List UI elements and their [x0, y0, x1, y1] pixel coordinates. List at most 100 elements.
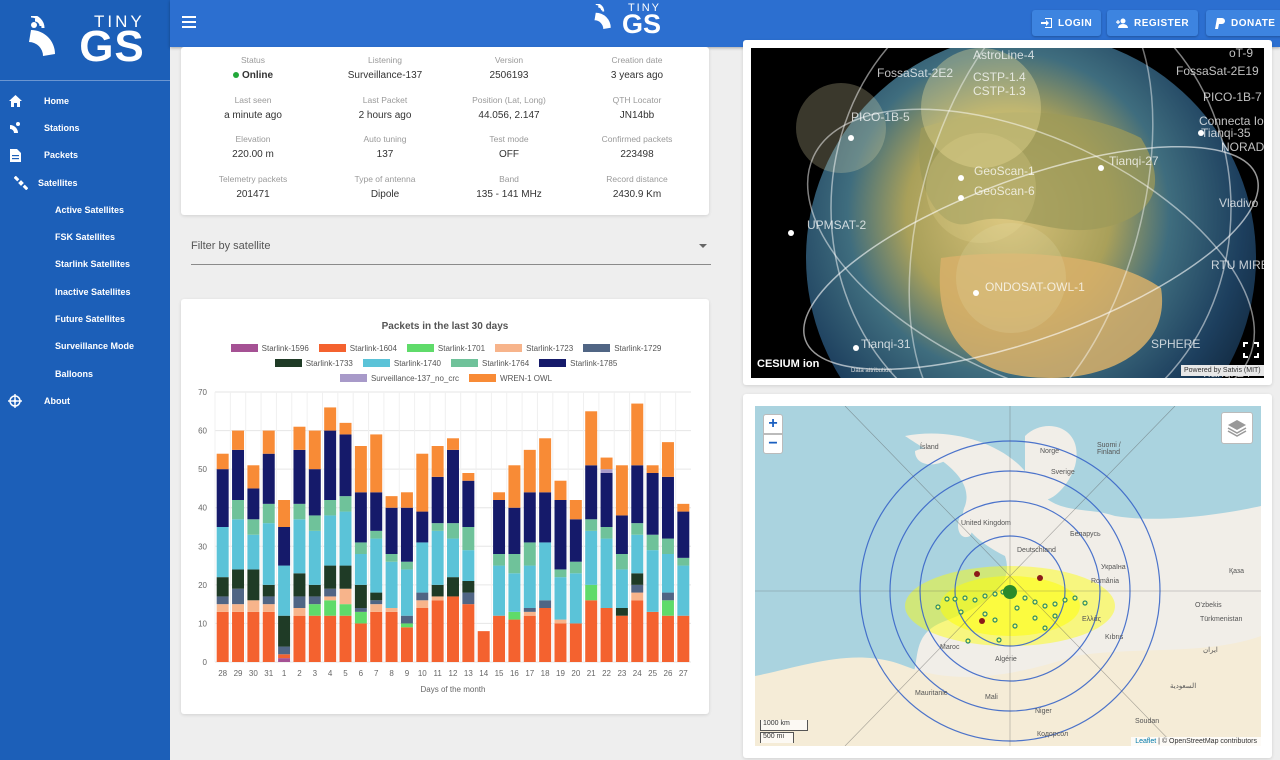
sat-label: GeoScan-6 [974, 184, 1035, 198]
x-tick-label: 11 [433, 669, 442, 678]
bar-segment [646, 611, 659, 662]
top-logo[interactable]: TINY GS [592, 2, 662, 38]
sidebar-item-home[interactable]: Home [0, 87, 170, 114]
y-tick-label: 20 [198, 581, 207, 590]
legend-item[interactable]: Starlink-1740 [362, 358, 441, 368]
bar-segment [631, 584, 644, 593]
osm-attribution[interactable]: © OpenStreetMap contributors [1161, 738, 1257, 745]
legend-item[interactable]: WREN-1 OWL [469, 373, 552, 383]
bar-segment [431, 600, 444, 662]
bar-segment [370, 530, 383, 539]
bar-segment [339, 511, 352, 566]
leaflet-link[interactable]: Leaflet [1135, 738, 1157, 745]
sidebar-item-satellites[interactable]: Satellites [0, 169, 170, 196]
legend-label: WREN-1 OWL [500, 373, 553, 383]
x-tick-label: 5 [343, 669, 348, 678]
legend-item[interactable]: Starlink-1604 [318, 343, 397, 353]
map-label: ایران [1203, 647, 1218, 654]
station-field-label: Record distance [606, 174, 668, 184]
sat-label: Tianqi-27 [1109, 154, 1159, 168]
bar-segment [539, 492, 552, 543]
bar-segment [523, 615, 536, 662]
bar-segment [247, 519, 260, 535]
station-field: Version 2506193 [443, 55, 575, 81]
bar-segment [646, 550, 659, 612]
sidebar-item-packets[interactable]: Packets [0, 142, 170, 169]
bar-segment [324, 430, 337, 500]
bar-segment [600, 527, 613, 539]
legend-item[interactable]: Starlink-1764 [451, 358, 529, 368]
bar-segment [431, 530, 444, 585]
sat-label: PICO-1B-7 [1203, 90, 1262, 104]
bar-segment [216, 577, 229, 597]
bar-segment [385, 507, 398, 554]
sat-label: FossaSat-2E19 [1176, 64, 1259, 78]
bar-segment [400, 615, 413, 624]
cesium-ion-logo[interactable]: CESIUM ion [757, 358, 820, 370]
bar-segment [447, 438, 459, 450]
sidebar-item-fsk-satellites[interactable]: FSK Satellites [0, 223, 170, 250]
sidebar-item-label: Starlink Satellites [55, 259, 131, 270]
station-info-card: Status Online Listening Surveillance-137 Ver… [181, 47, 709, 215]
hamburger-menu-icon[interactable] [182, 16, 196, 28]
y-tick-label: 10 [198, 619, 207, 628]
bar-segment [278, 527, 291, 566]
login-button[interactable]: LOGIN [1032, 10, 1102, 36]
bar-segment [262, 430, 275, 454]
layers-icon[interactable] [1221, 412, 1253, 444]
legend-item[interactable]: Starlink-1701 [406, 343, 485, 353]
register-button[interactable]: REGISTER [1107, 10, 1199, 36]
sidebar-item-surveillance-mode[interactable]: Surveillance Mode [0, 333, 170, 360]
bar-segment [493, 565, 506, 616]
bar-segment [462, 581, 475, 593]
bar-segment [661, 538, 674, 554]
sidebar-item-about[interactable]: About [0, 387, 170, 414]
data-attribution-link[interactable]: Data attribution [851, 368, 892, 374]
station-field-label: Status [240, 55, 266, 65]
sidebar-item-active-satellites[interactable]: Active Satellites [0, 196, 170, 223]
legend-item[interactable]: Starlink-1729 [583, 343, 661, 353]
bar-segment [278, 615, 291, 647]
legend-label: Starlink-1785 [570, 358, 618, 368]
bar-segment [278, 565, 291, 616]
legend-label: Surveillance-137_no_crc [370, 373, 460, 383]
leaflet-map[interactable]: + − Ísland Norge Sverige Suomi / Finland… [755, 406, 1261, 746]
sidebar-item-future-satellites[interactable]: Future Satellites [0, 305, 170, 332]
donate-label: DONATE [1231, 17, 1276, 29]
station-field-label: Test mode [489, 134, 529, 144]
legend-item[interactable]: Surveillance-137_no_crc [339, 373, 460, 383]
bar-segment [232, 569, 245, 589]
bar-segment [508, 465, 521, 508]
bar-segment [523, 542, 536, 566]
bar-segment [370, 434, 383, 493]
fullscreen-icon[interactable] [1243, 342, 1259, 358]
sat-label: GeoScan-1 [974, 164, 1035, 178]
legend-item[interactable]: Starlink-1733 [274, 358, 353, 368]
bar-segment [615, 569, 628, 608]
legend-item[interactable]: Starlink-1723 [495, 343, 573, 353]
bar-segment [585, 519, 598, 531]
bar-segment [493, 500, 506, 554]
map-label: Türkmenistan [1200, 616, 1243, 623]
x-tick-label: 28 [218, 669, 227, 678]
packets-chart-card: Packets in the last 30 days Starlink-159… [181, 299, 709, 714]
zoom-out-button[interactable]: − [763, 434, 783, 454]
x-tick-label: 29 [234, 669, 243, 678]
sidebar-item-starlink-satellites[interactable]: Starlink Satellites [0, 251, 170, 278]
bar-segment [600, 473, 613, 527]
cesium-globe[interactable]: AstroLine-4 FossaSat-2E2 CSTP-1.4 CSTP-1… [751, 48, 1264, 378]
bar-segment [354, 608, 367, 612]
sidebar-logo[interactable]: TINY GS [0, 0, 170, 81]
satellite-dish-icon [8, 121, 22, 135]
satellite-filter-select[interactable]: Filter by satellite [191, 231, 711, 265]
donate-button[interactable]: DONATE [1206, 10, 1280, 36]
legend-item[interactable]: Starlink-1785 [539, 358, 617, 368]
legend-item[interactable]: Starlink-1596 [230, 343, 309, 353]
logo-tiny: TINY [627, 2, 662, 14]
sidebar-item-balloons[interactable]: Balloons [0, 360, 170, 387]
bar-segment [493, 554, 506, 566]
sidebar-item-inactive-satellites[interactable]: Inactive Satellites [0, 278, 170, 305]
zoom-in-button[interactable]: + [763, 414, 783, 434]
bar-segment [339, 434, 352, 497]
sidebar-item-stations[interactable]: Stations [0, 114, 170, 141]
